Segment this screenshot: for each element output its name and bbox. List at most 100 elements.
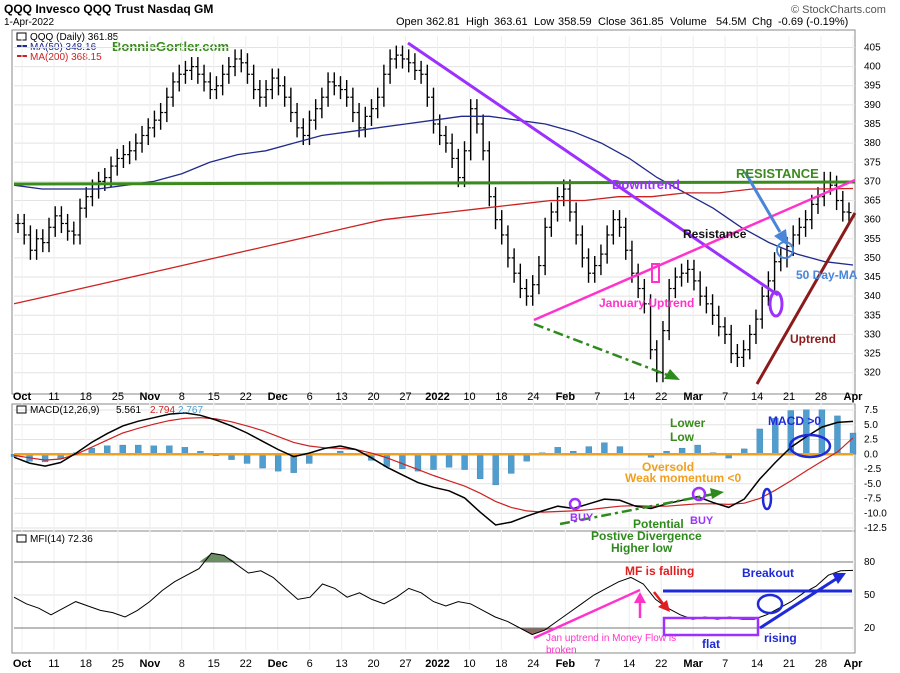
price-y-tick-label: 390 — [864, 100, 881, 111]
macd-histogram-bar — [399, 454, 406, 469]
rising-arrow — [759, 577, 837, 630]
uptrend-label: Uptrend — [790, 332, 836, 346]
price-y-tick-label: 340 — [864, 291, 881, 302]
mfi-x-tick-label: Nov — [139, 658, 161, 670]
x-axes: Oct 11 18 25 Nov 8 15 22 Dec 6 13 20 27 2022 10 18 24 Feb… — [13, 391, 863, 670]
macd-histogram-bar — [430, 454, 437, 470]
macd-histogram-bar — [119, 444, 126, 455]
downtrend-label: Downtrend — [612, 177, 680, 192]
price-y-tick-label: 395 — [864, 81, 881, 92]
mfi-overbought-fill — [14, 553, 853, 562]
mfi-x-tick-label: 20 — [367, 658, 379, 670]
macd-histogram-bar — [445, 454, 453, 468]
ohlc-bar: Open 362.81 High 363.61 Low 358.59 Close… — [396, 16, 848, 28]
macd-y-tick-label: -2.5 — [864, 464, 882, 475]
price-x-tick-label: 7 — [594, 391, 600, 403]
price-y-tick-label: 330 — [864, 329, 881, 340]
volume-value: 54.5M — [716, 16, 747, 28]
mfi-x-tick-label: 7 — [594, 658, 600, 670]
mf-falling-label: MF is falling — [625, 564, 694, 578]
mf-up-arrowhead — [634, 592, 646, 603]
mfi-y-tick-label: 80 — [864, 557, 876, 568]
price-y-tick-label: 345 — [864, 272, 881, 283]
january-uptrend-label: January Uptrend — [599, 296, 694, 310]
ma50-arrow — [743, 171, 782, 233]
mfi-line — [13, 552, 854, 636]
mfi-x-tick-label: 22 — [240, 658, 252, 670]
mfi-series — [13, 552, 854, 636]
macd-y-tick-label: 0.0 — [864, 449, 878, 460]
divergence-label-3: Higher low — [611, 541, 673, 555]
macd-signal-value: 2.794 — [150, 405, 175, 416]
price-panel — [11, 29, 856, 395]
mfi-breakout-circle — [756, 593, 784, 615]
macd-y-tick-label: 5.0 — [864, 420, 878, 431]
rising-label: rising — [764, 631, 797, 645]
close-label: Close — [598, 16, 626, 28]
price-x-tick-label: 14 — [751, 391, 763, 403]
price-y-tick-label: 325 — [864, 349, 881, 360]
price-x-tick-label: Apr — [844, 391, 864, 403]
lower-low-arrow — [533, 322, 671, 378]
mfi-x-tick-label: 6 — [307, 658, 313, 670]
high-value: 363.61 — [494, 16, 528, 28]
macd-hist-value: 2.767 — [178, 405, 203, 416]
divergence-label-2: Postive Divergence — [591, 529, 702, 543]
resistance-label: Resistance — [683, 227, 747, 241]
y-axes: 320 325 330 335 340 345 350 355 360 365 370 375 380 3… — [864, 42, 887, 634]
symbol-title: QQQ Invesco QQQ Trust Nasdaq GM — [4, 2, 213, 16]
mfi-x-tick-label: 10 — [463, 658, 475, 670]
lower-low-label-2: Low — [670, 430, 695, 444]
buy2-label: BUY — [690, 515, 714, 527]
mfi-x-tick-label: 24 — [527, 658, 539, 670]
ma200-line — [13, 187, 854, 305]
grid — [14, 36, 855, 650]
price-x-tick-label: 20 — [367, 391, 379, 403]
breakout-label: Breakout — [742, 566, 794, 580]
macd-histogram-bar — [383, 454, 391, 467]
mfi-x-tick-label: 21 — [783, 658, 795, 670]
mf-falling-arrow — [653, 591, 665, 606]
macd-gt0-label: MACD >0 — [768, 414, 821, 428]
price-x-tick-label: 7 — [722, 391, 728, 403]
low-value: 358.59 — [558, 16, 592, 28]
mfi-x-tick-label: 13 — [335, 658, 347, 670]
lower-low-arrowhead — [664, 369, 680, 380]
mfi-legend: MFI(14) 72.36 — [16, 534, 93, 545]
macd-histogram-bar — [492, 454, 499, 486]
price-y-tick-label: 385 — [864, 119, 881, 130]
mfi-panel — [11, 530, 856, 654]
price-y-tick-label: 375 — [864, 157, 881, 168]
mfi-legend-label: MFI(14) 72.36 — [30, 534, 93, 545]
price-x-tick-label: 24 — [527, 391, 539, 403]
lower-low-label-1: Lower — [670, 416, 706, 430]
mfi-x-tick-label: 2022 — [425, 658, 449, 670]
ma50-note-label: 50 Day-MA — [796, 268, 858, 282]
mfi-oversold-fill — [14, 628, 853, 635]
macd-series — [10, 409, 857, 526]
divergence-arrow — [559, 492, 715, 526]
price-x-tick-label: 8 — [179, 391, 185, 403]
price-series — [13, 45, 854, 383]
flat-label: flat — [702, 637, 720, 651]
price-x-tick-label: 18 — [80, 391, 92, 403]
price-y-tick-label: 350 — [864, 253, 881, 264]
price-x-tick-label: 15 — [208, 391, 220, 403]
breakout-circle — [768, 290, 784, 318]
price-annotations: RESISTANCE Downtrend Resistance 50 Day-M… — [13, 41, 858, 385]
volume-label: Volume — [670, 16, 707, 28]
buy1-circle — [568, 497, 582, 511]
macd-histogram-bar — [166, 445, 173, 455]
mfi-x-tick-label: 25 — [112, 658, 124, 670]
chart-date: 1-Apr-2022 — [4, 17, 54, 28]
macd-cross-circle — [761, 487, 773, 511]
mfi-x-tick-label: Dec — [268, 658, 288, 670]
macd-value: 5.561 — [116, 405, 141, 416]
price-x-tick-label: 22 — [655, 391, 667, 403]
buy1-label: BUY — [570, 512, 594, 524]
mfi-x-tick-label: 15 — [208, 658, 220, 670]
price-y-tick-label: 405 — [864, 42, 881, 53]
macd-histogram-bar — [756, 428, 763, 455]
price-x-tick-label: 21 — [783, 391, 795, 403]
